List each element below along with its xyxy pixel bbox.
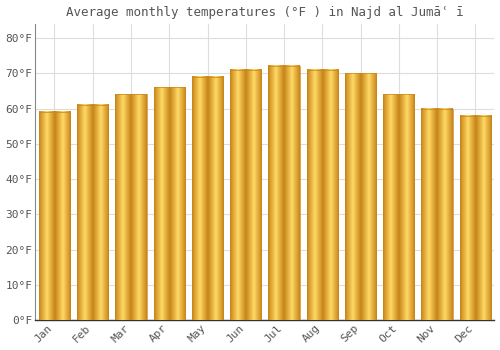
Bar — [230, 70, 262, 320]
Bar — [77, 105, 108, 320]
Title: Average monthly temperatures (°F ) in Najd al Jumāʿ ī: Average monthly temperatures (°F ) in Na… — [66, 6, 464, 19]
Bar — [422, 108, 452, 320]
Bar — [345, 73, 376, 320]
Bar — [460, 116, 491, 320]
Bar — [39, 112, 70, 320]
Bar — [306, 70, 338, 320]
Bar — [116, 94, 146, 320]
Bar — [192, 77, 223, 320]
Bar — [383, 94, 414, 320]
Bar — [154, 88, 185, 320]
Bar — [268, 66, 300, 320]
